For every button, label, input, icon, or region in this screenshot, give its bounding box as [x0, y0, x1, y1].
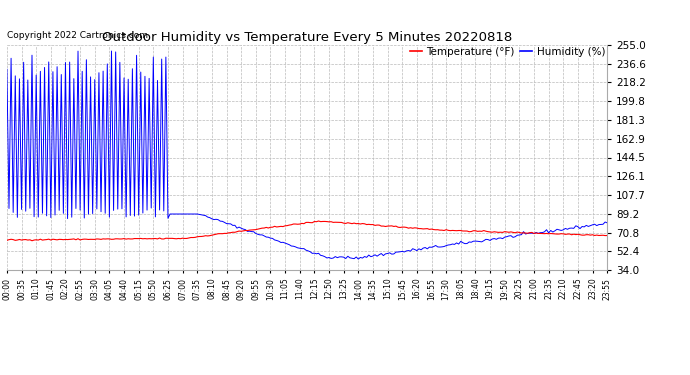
Text: Copyright 2022 Cartronics.com: Copyright 2022 Cartronics.com — [7, 32, 148, 40]
Legend: Temperature (°F), Humidity (%): Temperature (°F), Humidity (%) — [410, 47, 605, 57]
Title: Outdoor Humidity vs Temperature Every 5 Minutes 20220818: Outdoor Humidity vs Temperature Every 5 … — [102, 31, 512, 44]
